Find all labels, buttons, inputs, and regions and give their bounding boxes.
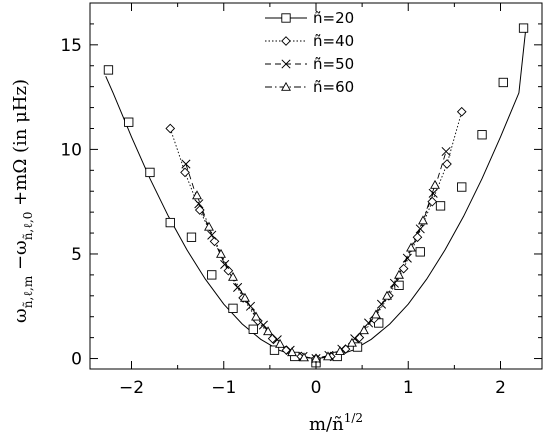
- data-point-series-2: [389, 278, 399, 288]
- legend-label: ñ=60: [313, 78, 354, 96]
- x-tick-label: 1: [403, 378, 414, 398]
- data-point-series-2: [364, 318, 374, 328]
- data-point-series-1: [223, 265, 234, 276]
- data-point-series-2: [245, 301, 256, 311]
- data-point-series-0: [498, 77, 508, 88]
- legend-marker: [281, 36, 291, 46]
- data-point-series-2: [258, 320, 268, 330]
- y-tick-label: 15: [60, 36, 82, 56]
- x-axis-label: m/ñ1/2: [309, 411, 363, 435]
- data-point-series-3: [228, 271, 238, 281]
- x-tick-label: −2: [119, 378, 144, 398]
- data-point-series-2: [233, 282, 243, 292]
- data-point-series-3: [335, 346, 345, 356]
- plot-area: [103, 23, 529, 368]
- data-point-series-0: [103, 65, 114, 75]
- data-point-series-0: [228, 303, 238, 313]
- data-point-series-2: [220, 259, 230, 269]
- y-axis-label: ωñ,ℓ,m −ωñ,ℓ,0 +mΩ (in μHz): [10, 79, 35, 323]
- data-point-series-2: [428, 188, 438, 198]
- data-point-series-3: [430, 179, 440, 189]
- data-point-series-0: [352, 342, 363, 352]
- data-point-series-1: [194, 205, 205, 215]
- data-point-series-2: [181, 159, 191, 169]
- data-point-series-3: [204, 221, 214, 231]
- legend-label: ñ=50: [313, 55, 354, 73]
- data-point-series-3: [418, 215, 428, 225]
- legend-marker: [281, 13, 291, 23]
- data-point-series-3: [299, 352, 309, 362]
- data-point-series-3: [406, 242, 416, 252]
- data-point-series-3: [275, 338, 285, 348]
- data-point-series-3: [287, 347, 297, 357]
- data-point-series-2: [207, 230, 217, 240]
- legend-label: ñ=40: [313, 32, 354, 50]
- data-point-series-2: [376, 299, 387, 309]
- data-point-series-3: [359, 325, 369, 335]
- data-point-series-3: [251, 311, 262, 321]
- legend: ñ=20 ñ=40 ñ=50 ñ=60: [265, 9, 354, 96]
- axis-ticks: −2 −1 0 1 2 0 5 10 15: [60, 3, 542, 398]
- data-point-series-0: [477, 130, 487, 140]
- data-point-series-1: [412, 232, 423, 243]
- data-point-series-0: [145, 167, 155, 178]
- x-tick-label: 2: [495, 378, 506, 398]
- data-point-series-0: [518, 23, 529, 33]
- data-point-series-3: [382, 290, 392, 300]
- data-point-series-3: [240, 292, 250, 302]
- x-tick-label: −1: [211, 378, 236, 398]
- series-line-3: [196, 184, 436, 359]
- data-point-series-3: [323, 351, 333, 361]
- data-point-series-3: [394, 269, 404, 279]
- y-tick-label: 10: [60, 140, 82, 160]
- data-point-series-1: [209, 236, 220, 247]
- data-point-series-2: [194, 199, 204, 209]
- legend-label: ñ=20: [313, 9, 354, 27]
- data-point-series-0: [124, 117, 134, 127]
- data-point-series-1: [165, 123, 176, 134]
- data-point-series-1: [180, 167, 190, 178]
- data-point-series-0: [207, 270, 217, 280]
- data-point-series-2: [441, 146, 451, 157]
- y-tick-label: 5: [71, 245, 82, 265]
- data-point-series-1: [442, 159, 452, 169]
- data-point-series-3: [263, 326, 273, 336]
- data-point-series-0: [248, 324, 258, 334]
- series-line-2: [185, 151, 447, 359]
- y-tick-label: 0: [71, 350, 82, 370]
- data-point-series-0: [269, 345, 280, 355]
- data-point-series-3: [192, 190, 202, 200]
- data-point-series-2: [402, 253, 412, 263]
- data-point-series-0: [415, 247, 425, 257]
- data-point-series-0: [435, 201, 446, 211]
- data-point-series-1: [427, 196, 438, 207]
- legend-marker: [281, 81, 291, 91]
- x-tick-label: 0: [311, 378, 322, 398]
- legend-marker: [281, 59, 291, 69]
- data-point-series-1: [398, 263, 409, 274]
- data-point-series-0: [394, 280, 404, 290]
- data-point-series-0: [186, 232, 197, 242]
- data-point-series-3: [347, 337, 357, 347]
- data-point-series-2: [415, 224, 425, 234]
- data-point-series-3: [370, 309, 381, 319]
- data-point-series-0: [165, 217, 175, 228]
- data-point-series-1: [456, 106, 467, 117]
- data-point-series-0: [457, 182, 467, 192]
- data-point-series-3: [216, 248, 226, 258]
